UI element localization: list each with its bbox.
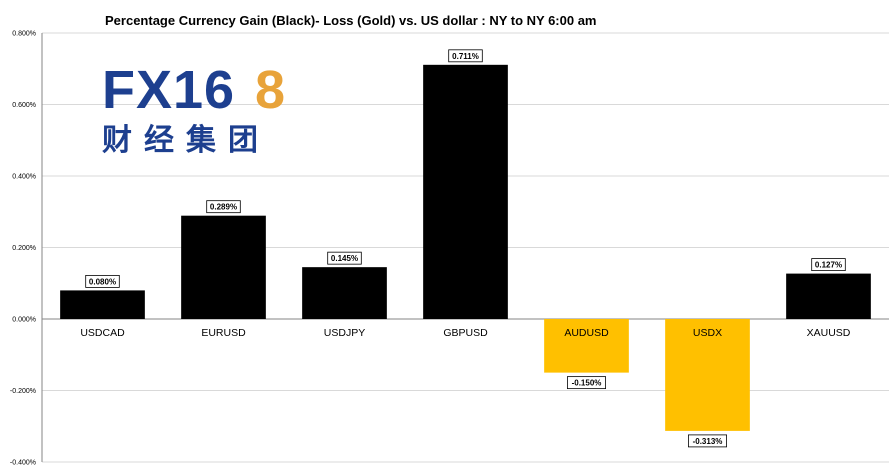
bars: [60, 64, 871, 431]
data-label-box: [206, 200, 241, 214]
category-label: AUDUSD: [564, 327, 609, 339]
data-label: 0.289%: [206, 200, 241, 214]
category-label: GBPUSD: [443, 327, 488, 339]
y-tick-label: 0.200%: [12, 245, 36, 252]
category-label: USDCAD: [80, 327, 125, 339]
bar: [423, 64, 508, 319]
data-label-box: [85, 274, 120, 288]
data-label-text: 0.080%: [89, 277, 116, 286]
data-label: 0.711%: [448, 49, 483, 63]
category-label: EURUSD: [201, 327, 246, 339]
bar: [60, 290, 145, 319]
data-label-box: [327, 251, 362, 265]
y-tick-label: 0.000%: [12, 317, 36, 324]
data-label: -0.150%: [567, 376, 607, 390]
data-labels: 0.080% 0.289% 0.145% 0.711% -0.150% -0.313% 0.…: [85, 49, 846, 448]
data-label-text: -0.150%: [572, 379, 602, 388]
y-tick-label: 0.600%: [12, 102, 36, 109]
data-label-box: [567, 376, 607, 390]
data-label-text: 0.289%: [210, 203, 237, 212]
bar: [181, 215, 266, 319]
data-label-text: -0.313%: [693, 437, 723, 446]
data-label: 0.145%: [327, 251, 362, 265]
y-ticks: 0.800% 0.600% 0.400% 0.200% 0.000% -0.200% -0.…: [10, 31, 36, 467]
data-label: 0.080%: [85, 274, 120, 288]
data-label-text: 0.127%: [815, 261, 842, 270]
logo-text-cn: 财经集团: [102, 123, 270, 158]
y-tick-label: 0.400%: [12, 174, 36, 181]
category-label: USDX: [693, 327, 722, 339]
data-label-box: [448, 49, 483, 63]
data-label-text: 0.145%: [331, 254, 358, 263]
bar: [302, 267, 387, 319]
fx168-logo: FX16 8 财经集团: [102, 60, 285, 158]
bar: [544, 319, 629, 373]
y-tick-label: 0.800%: [12, 31, 36, 38]
y-tick-label: -0.200%: [10, 388, 36, 395]
category-label: USDJPY: [324, 327, 365, 339]
data-label-box: [811, 258, 846, 271]
chart-title: Percentage Currency Gain (Black)- Loss (…: [105, 13, 597, 28]
bar: [665, 319, 750, 431]
bar: [786, 273, 871, 319]
data-label-text: 0.711%: [452, 52, 479, 61]
category-label: XAUUSD: [807, 327, 851, 339]
data-label: -0.313%: [688, 434, 728, 448]
category-labels: USDCAD EURUSD USDJPY GBPUSD AUDUSD USDX XAUUSD: [80, 327, 850, 339]
logo-text-main: FX16: [102, 60, 235, 120]
data-label-box: [688, 434, 728, 448]
data-label: 0.127%: [811, 258, 846, 271]
y-tick-label: -0.400%: [10, 460, 36, 467]
logo-text-accent: 8: [255, 60, 285, 120]
